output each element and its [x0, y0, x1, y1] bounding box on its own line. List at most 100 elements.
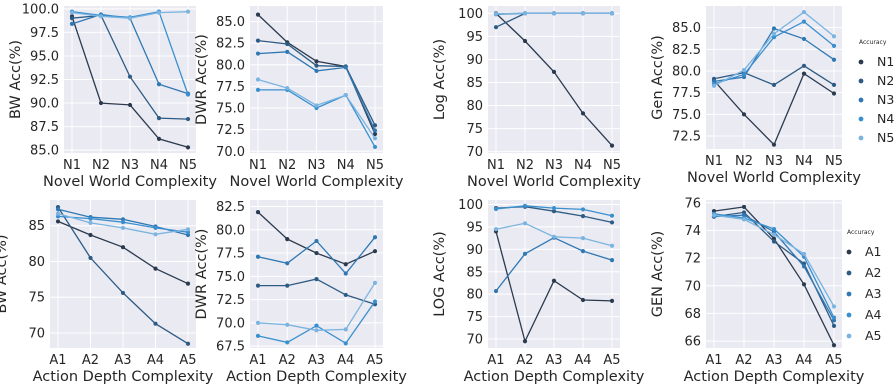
y-tick-label: 85	[28, 219, 45, 234]
data-point	[128, 16, 132, 20]
x-tick-label: A1	[49, 353, 66, 368]
data-point	[128, 103, 132, 107]
x-tick-label: A3	[114, 353, 131, 368]
y-axis-label: DWR Acc(%)	[194, 34, 210, 125]
data-point	[186, 10, 190, 14]
data-point	[314, 64, 318, 68]
y-tick-label: 85	[466, 76, 483, 91]
data-point	[121, 291, 125, 295]
y-axis-label: GEN Acc(%)	[650, 231, 666, 318]
legend-title: Accuracy	[847, 229, 875, 236]
data-point	[610, 11, 614, 15]
y-tick-label: 85	[466, 265, 483, 280]
legend-label: N4	[877, 111, 894, 126]
x-tick-label: N5	[825, 154, 843, 169]
y-tick-label: 70.0	[216, 145, 245, 160]
data-point	[256, 13, 260, 17]
data-point	[186, 145, 190, 149]
y-tick-label: 85.0	[216, 15, 245, 30]
data-point	[494, 25, 498, 29]
data-point	[56, 219, 60, 223]
x-tick-label: A4	[337, 353, 354, 368]
data-point	[772, 143, 776, 147]
data-point	[772, 232, 776, 236]
y-tick-label: 85.0	[30, 144, 59, 159]
x-tick-label: N5	[366, 158, 384, 173]
data-point	[344, 327, 348, 331]
x-tick-label: A1	[249, 353, 266, 368]
y-tick-label: 76	[684, 196, 701, 211]
y-tick-label: 90.0	[30, 97, 59, 112]
data-point	[581, 249, 585, 253]
data-point	[256, 38, 260, 42]
x-axis-label: Action Depth Complexity	[684, 369, 865, 385]
y-tick-label: 80	[466, 99, 483, 114]
y-tick-label: 80	[28, 255, 45, 270]
data-point	[494, 12, 498, 16]
x-tick-label: A5	[366, 353, 383, 368]
x-tick-label: A4	[147, 353, 164, 368]
y-tick-label: 82.5	[216, 37, 245, 52]
x-tick-label: A1	[705, 353, 722, 368]
legend-label: A4	[865, 307, 882, 322]
data-point	[157, 82, 161, 86]
data-point	[88, 221, 92, 225]
y-tick-label: 72.5	[216, 123, 245, 138]
y-tick-label: 85.0	[672, 21, 701, 36]
y-tick-label: 67.5	[216, 340, 245, 355]
data-point	[285, 261, 289, 265]
y-tick-label: 66	[684, 335, 701, 350]
data-point	[88, 216, 92, 220]
data-point	[523, 39, 527, 43]
data-point	[157, 137, 161, 141]
data-point	[344, 262, 348, 266]
y-tick-label: 75.0	[216, 270, 245, 285]
x-axis-label: Novel World Complexity	[43, 174, 217, 190]
x-tick-label: N1	[705, 154, 723, 169]
data-point	[581, 111, 585, 115]
y-tick-label: 95	[466, 220, 483, 235]
data-point	[314, 103, 318, 107]
data-point	[56, 207, 60, 211]
data-point	[712, 213, 716, 217]
data-point	[157, 116, 161, 120]
data-point	[742, 217, 746, 221]
data-point	[285, 284, 289, 288]
x-axis-label: Action Depth Complexity	[464, 369, 645, 385]
x-tick-label: N4	[337, 158, 355, 173]
data-point	[344, 65, 348, 69]
y-axis-label: LOG Acc(%)	[432, 231, 448, 317]
legend-marker	[859, 60, 864, 65]
data-point	[256, 321, 260, 325]
x-tick-label: N3	[308, 158, 326, 173]
legend-marker	[859, 136, 864, 141]
x-tick-label: N4	[795, 154, 813, 169]
data-point	[742, 72, 746, 76]
legend-marker	[847, 313, 852, 318]
data-point	[373, 128, 377, 132]
data-point	[523, 252, 527, 256]
legend-label: N5	[877, 130, 894, 145]
y-tick-label: 75	[466, 310, 483, 325]
data-point	[121, 226, 125, 230]
data-point	[256, 77, 260, 81]
y-axis-label: BW Acc(%)	[0, 234, 10, 313]
data-point	[523, 204, 527, 208]
data-point	[772, 83, 776, 87]
data-point	[314, 59, 318, 63]
x-tick-label: N3	[545, 158, 563, 173]
data-point	[802, 10, 806, 14]
data-point	[772, 26, 776, 30]
data-point	[285, 86, 289, 90]
data-point	[742, 68, 746, 72]
y-tick-label: 80.0	[216, 58, 245, 73]
x-axis-label: Novel World Complexity	[687, 170, 861, 186]
data-point	[186, 227, 190, 231]
data-point	[832, 44, 836, 48]
x-tick-label: A4	[795, 353, 812, 368]
data-point	[802, 264, 806, 268]
data-point	[712, 84, 716, 88]
